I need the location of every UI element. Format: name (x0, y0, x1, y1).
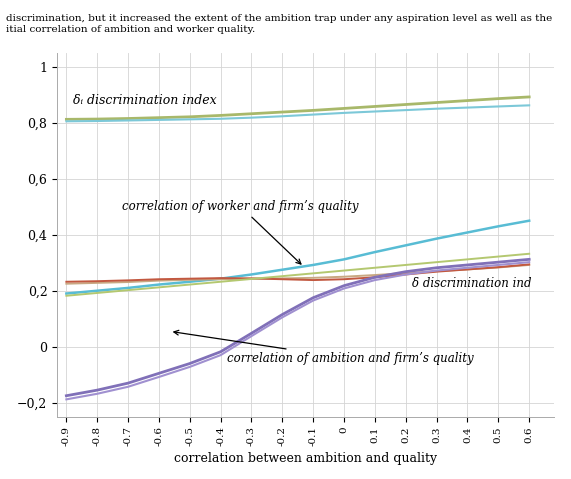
Text: δ discrimination ind: δ discrimination ind (412, 276, 532, 289)
Text: discrimination, but it increased the extent of the ambition trap under any aspir: discrimination, but it increased the ext… (6, 14, 552, 34)
X-axis label: correlation between ambition and quality: correlation between ambition and quality (174, 452, 437, 465)
Text: correlation of worker and firm’s quality: correlation of worker and firm’s quality (122, 200, 359, 264)
Text: correlation of ambition and firm’s quality: correlation of ambition and firm’s quali… (174, 331, 473, 365)
Text: δᵢ discrimination index: δᵢ discrimination index (73, 94, 216, 107)
